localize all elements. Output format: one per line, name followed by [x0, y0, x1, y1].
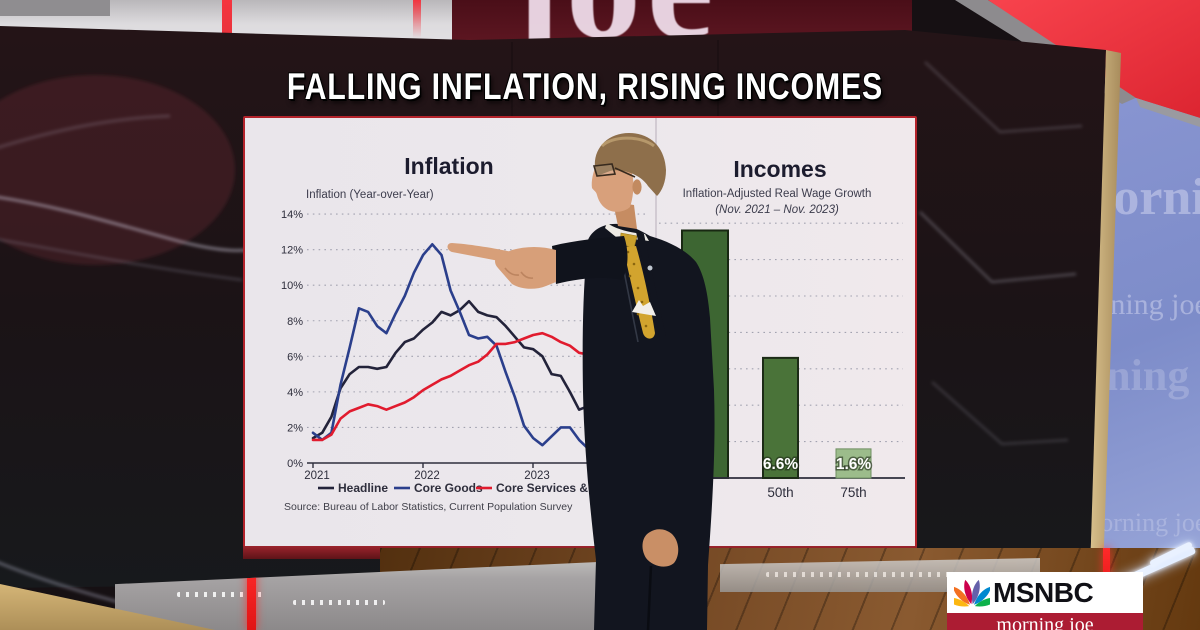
set-logo-joe-partial: joe [510, 0, 720, 44]
nbc-peacock-icon [954, 579, 990, 606]
chart-board-seam [655, 118, 657, 548]
panel-seam-strip [955, 0, 1140, 104]
network-bug-top: MSNBC [947, 572, 1143, 613]
chart-board [243, 116, 917, 548]
headline-banner: FALLING INFLATION, RISING INCOMES [286, 66, 884, 107]
wall-watermark-text: morning joe [1088, 288, 1200, 321]
wall-red-stripe [413, 0, 421, 38]
platform-red-stripe [247, 564, 256, 630]
wall-watermark-text: morning joe [1088, 351, 1200, 400]
wall-streak [924, 61, 1083, 134]
show-name: morning joe [947, 613, 1143, 630]
platform-red-stripe [649, 558, 658, 620]
network-name: MSNBC [993, 576, 1094, 608]
wall-streak [0, 196, 263, 252]
studio-ceiling-slab [0, 0, 110, 16]
wall-watermark-text: morning joe [1088, 508, 1200, 537]
wall-streak [0, 238, 243, 281]
network-bug: MSNBC morning joe [947, 572, 1143, 630]
wall-streak [919, 211, 1077, 284]
wall-glow [0, 75, 235, 265]
wall-red-stripe [222, 0, 232, 56]
set-logo-band: joe [452, 0, 912, 45]
watermark-wall: morning joe morning joe morning joe morn… [1088, 50, 1200, 570]
wall-streak [931, 381, 1069, 446]
wall-streak [0, 114, 171, 149]
wall-watermark-text: morning joe [1088, 169, 1200, 226]
